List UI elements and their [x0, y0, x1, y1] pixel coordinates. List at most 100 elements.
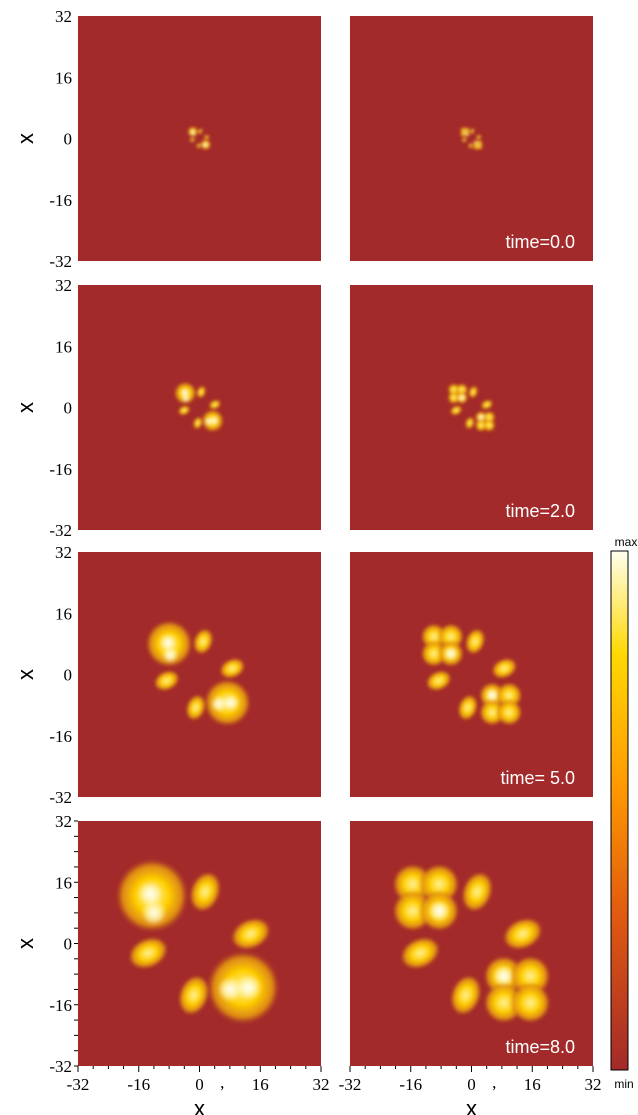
y-tick-label: -32: [49, 1057, 72, 1076]
hotspot: [223, 694, 239, 711]
intensity-blob: [470, 128, 475, 135]
panel-background: [78, 285, 321, 530]
intensity-blob: [178, 405, 191, 416]
x-tick-label: 32: [313, 1075, 330, 1094]
time-label: time= 5.0: [500, 768, 575, 788]
intensity-blob: [185, 694, 206, 721]
intensity-blob: [189, 871, 221, 913]
intensity-blob: [476, 143, 483, 150]
intensity-blob: [196, 142, 201, 149]
time-label: time=0.0: [505, 232, 575, 252]
x-tick-label: 16: [524, 1075, 541, 1094]
panel-background: [78, 821, 321, 1066]
hotspot: [217, 977, 243, 1002]
panel-background: [350, 821, 593, 1066]
y-axis-label: x: [13, 133, 38, 144]
intensity-blob: [496, 699, 523, 726]
intensity-blob: [491, 658, 517, 679]
hotspot: [458, 394, 465, 401]
panel-background: [78, 16, 321, 261]
panel-r3-c1: time=8.0: [350, 821, 593, 1066]
panel-r3-c0: [78, 821, 321, 1066]
hotspot: [444, 647, 458, 660]
hotspot: [474, 141, 478, 145]
intensity-blob: [465, 628, 486, 655]
intensity-blob: [483, 419, 496, 432]
y-tick-label: -16: [49, 996, 72, 1015]
intensity-blob: [457, 694, 478, 721]
intensity-blob: [178, 974, 210, 1016]
intensity-blob: [461, 871, 493, 913]
intensity-blob: [461, 137, 468, 143]
intensity-blob: [230, 917, 271, 951]
hotspot: [181, 388, 189, 397]
y-tick-label: -32: [49, 252, 72, 271]
panel-r1-c0: [78, 285, 321, 530]
intensity-blob: [450, 974, 482, 1016]
panel-background: [350, 285, 593, 530]
intensity-blob: [198, 128, 203, 135]
y-tick-label: 32: [55, 812, 72, 831]
intensity-blob: [510, 982, 551, 1024]
hotspot: [190, 129, 195, 134]
x-tick-label: 32: [585, 1075, 602, 1094]
intensity-blob: [450, 405, 463, 416]
intensity-blob: [475, 134, 482, 140]
hotspot: [493, 966, 514, 986]
hotspot: [211, 696, 227, 712]
hotspot: [141, 900, 167, 926]
hotspot: [204, 417, 213, 425]
intensity-blob: [426, 670, 452, 691]
intensity-blob: [468, 142, 473, 149]
x-tick-label: -32: [67, 1075, 90, 1094]
hotspot: [478, 414, 485, 421]
hotspot: [485, 689, 499, 702]
intensity-blob: [400, 936, 441, 970]
x-tick-label: 16: [252, 1075, 269, 1094]
y-tick-label: 16: [55, 337, 72, 356]
intensity-blob: [465, 416, 475, 430]
x-tick-extra: ,: [220, 1073, 224, 1092]
intensity-blob: [128, 936, 169, 970]
panel-background: [350, 552, 593, 797]
hotspot: [191, 132, 195, 136]
panel-r2-c0: [78, 552, 321, 797]
y-axis-label: x: [13, 402, 38, 413]
x-tick-label: -16: [399, 1075, 422, 1094]
panel-r2-c1: time= 5.0: [350, 552, 593, 797]
colorbar-min-label: min: [614, 1077, 633, 1091]
y-tick-label: 32: [55, 7, 72, 26]
y-tick-label: 32: [55, 543, 72, 562]
hotspot: [182, 394, 190, 402]
x-tick-label: 0: [195, 1075, 204, 1094]
intensity-blob: [196, 385, 206, 399]
x-tick-extra: ,: [492, 1073, 496, 1092]
y-axis-label: x: [13, 938, 38, 949]
time-label: time=2.0: [505, 501, 575, 521]
x-tick-label: -32: [339, 1075, 362, 1094]
hotspot: [465, 132, 469, 136]
x-tick-label: -16: [127, 1075, 150, 1094]
panel-r1-c1: time=2.0: [350, 285, 593, 530]
x-axis-label: x: [466, 1096, 477, 1115]
panel-background: [78, 552, 321, 797]
panel-background: [350, 16, 593, 261]
intensity-blob: [502, 917, 543, 951]
panel-r0-c1: time=0.0: [350, 16, 593, 261]
hotspot: [137, 881, 163, 906]
time-label: time=8.0: [505, 1037, 575, 1057]
intensity-blob: [154, 670, 180, 691]
intensity-blob: [480, 399, 493, 410]
y-tick-label: -32: [49, 521, 72, 540]
y-tick-label: 0: [64, 399, 73, 418]
y-tick-label: -32: [49, 788, 72, 807]
intensity-blob: [208, 399, 221, 410]
panel-r0-c0: [78, 16, 321, 261]
x-tick-label: 0: [467, 1075, 476, 1094]
y-tick-label: -16: [49, 460, 72, 479]
intensity-blob: [193, 628, 214, 655]
y-tick-label: -16: [49, 191, 72, 210]
y-tick-label: 0: [64, 935, 73, 954]
intensity-blob: [189, 137, 196, 143]
